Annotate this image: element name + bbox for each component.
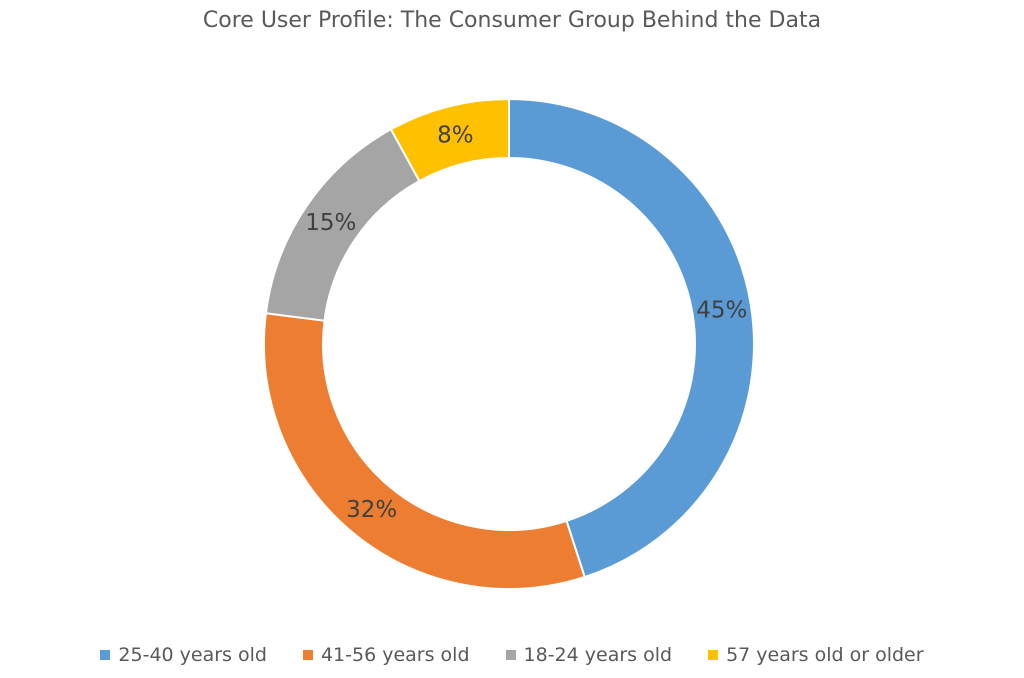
slice-percent-label: 45% — [696, 297, 747, 323]
chart-title: Core User Profile: The Consumer Group Be… — [202, 8, 822, 33]
legend-label: 41-56 years old — [320, 644, 470, 666]
legend-swatch — [708, 650, 719, 660]
slice-percent-label: 8% — [437, 122, 474, 148]
legend-item-41-56: 41-56 years old — [302, 644, 470, 666]
slice-57-plus — [389, 97, 510, 183]
legend-label: 25-40 years old — [118, 644, 267, 666]
slice-25-40 — [508, 97, 755, 579]
legend-swatch — [302, 650, 313, 660]
slice-percent-label: 32% — [346, 497, 397, 523]
legend-item-25-40: 25-40 years old — [100, 644, 267, 666]
legend-swatch — [100, 650, 111, 660]
slice-percent-label: 15% — [305, 210, 356, 236]
slice-41-56 — [263, 312, 586, 590]
legend-swatch — [505, 650, 516, 660]
legend-label: 18-24 years old — [523, 644, 673, 666]
legend-label: 57 years old or older — [726, 644, 924, 666]
chart-legend: 25-40 years old 41-56 years old 18-24 ye… — [0, 644, 1024, 666]
legend-item-57-plus: 57 years old or older — [708, 644, 924, 666]
legend-item-18-24: 18-24 years old — [505, 644, 673, 666]
